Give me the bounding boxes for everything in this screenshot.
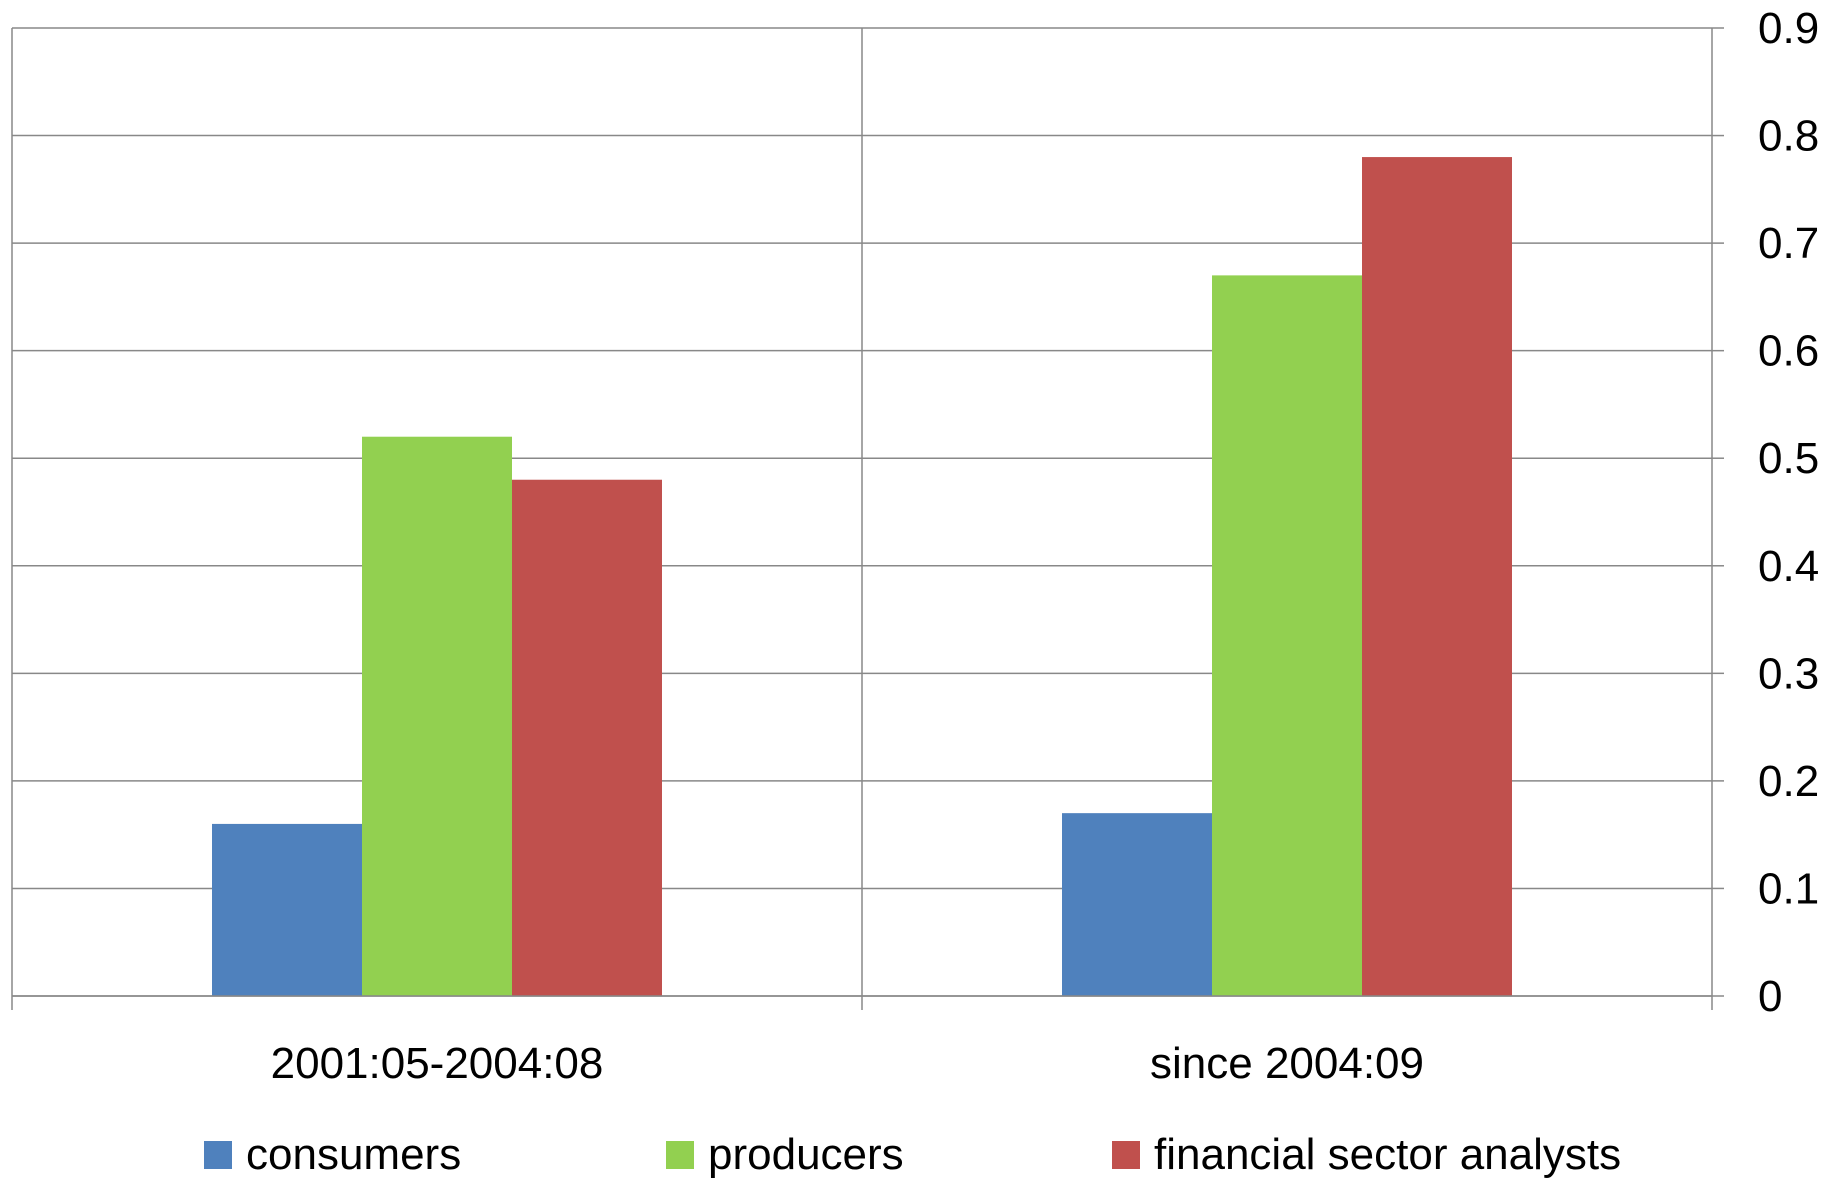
- legend: consumers producers financial sector analy…: [0, 1130, 1836, 1184]
- legend-item: consumers: [204, 1130, 461, 1180]
- legend-label: financial sector analysts: [1154, 1130, 1622, 1179]
- bar-consumers: [212, 823, 362, 996]
- legend-swatch: [204, 1141, 232, 1169]
- y-tick-label: 0.6: [1758, 327, 1819, 376]
- legend-swatch: [1112, 1141, 1140, 1169]
- legend-item: producers: [666, 1130, 904, 1180]
- y-tick-label: 0.9: [1758, 4, 1819, 53]
- y-tick-label: 0.5: [1758, 434, 1819, 483]
- y-tick-label: 0.7: [1758, 219, 1819, 268]
- legend-item: financial sector analysts: [1112, 1130, 1621, 1180]
- x-category-label: 2001:05-2004:08: [271, 1039, 604, 1088]
- x-category-labels: 2001:05-2004:08 since 2004:09: [271, 1039, 1424, 1088]
- y-tick-labels: 0 0.1 0.2 0.3 0.4 0.5 0.6 0.7 0.8 0.9: [1758, 4, 1819, 1021]
- bar-producers: [362, 436, 512, 996]
- y-tick-label: 0.8: [1758, 112, 1819, 161]
- bar-producers: [1212, 275, 1362, 996]
- y-tick-label: 0.4: [1758, 542, 1819, 591]
- bars: [212, 157, 1512, 997]
- axes: [11, 27, 1724, 1010]
- legend-label: producers: [708, 1130, 904, 1179]
- bar-financial-sector-analysts: [512, 479, 662, 996]
- y-tick-label: 0.3: [1758, 649, 1819, 698]
- bar-consumers: [1062, 813, 1212, 996]
- bar-financial-sector-analysts: [1362, 157, 1512, 997]
- y-tick-label: 0.1: [1758, 864, 1819, 913]
- legend-label: consumers: [246, 1130, 462, 1179]
- y-tick-label: 0.2: [1758, 757, 1819, 806]
- y-tick-label: 0: [1758, 972, 1782, 1021]
- legend-swatch: [666, 1141, 694, 1169]
- x-category-label: since 2004:09: [1150, 1039, 1424, 1088]
